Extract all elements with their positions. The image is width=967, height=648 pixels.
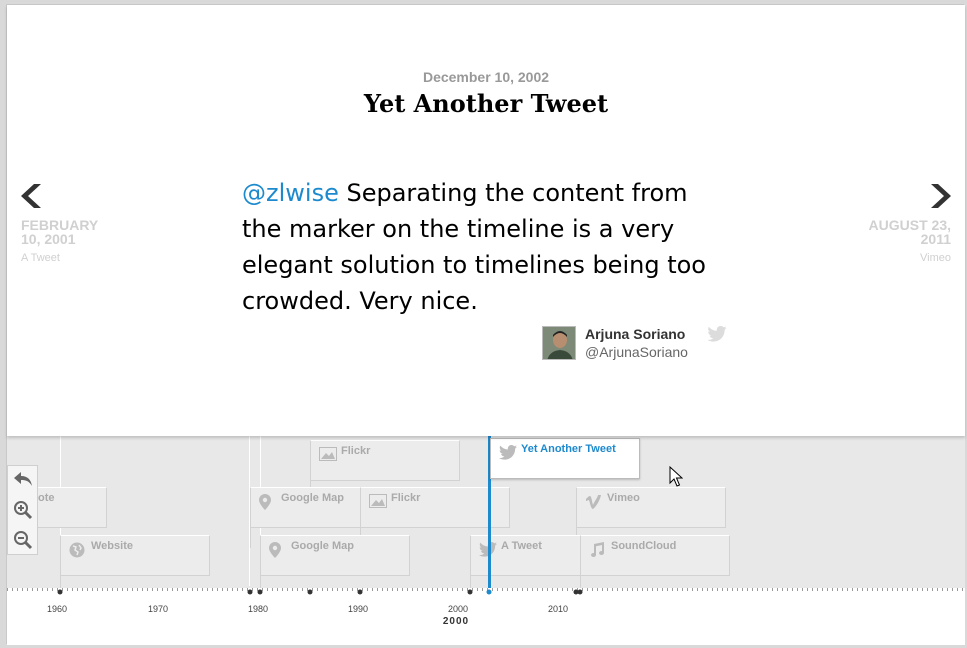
tweet-author[interactable]: Arjuna Soriano @ArjunaSoriano (542, 326, 732, 360)
nav-next[interactable]: AUGUST 23, 2011 Vimeo (851, 183, 951, 264)
nav-next-date[interactable]: AUGUST 23, 2011 (868, 217, 951, 247)
globe-icon (69, 542, 85, 563)
slide-panel: December 10, 2002 Yet Another Tweet @zlw… (7, 5, 965, 436)
mouse-cursor-icon (669, 465, 684, 493)
marker-soundcloud[interactable]: SoundCloud (580, 535, 730, 596)
nav-next-title[interactable]: Vimeo (920, 252, 951, 264)
slide-headline: Yet Another Tweet (363, 89, 609, 118)
back-to-start-icon[interactable] (13, 470, 33, 493)
marker-dots (57, 589, 583, 595)
axis-ticks (7, 588, 965, 594)
chevron-left-icon[interactable] (21, 183, 121, 214)
timeline-frame: December 10, 2002 Yet Another Tweet @zlw… (6, 4, 965, 645)
chevron-right-icon[interactable] (851, 183, 951, 214)
year-label: 1970 (147, 604, 169, 614)
zoom-controls (7, 465, 38, 555)
image-icon (369, 494, 387, 513)
current-position-line (488, 436, 491, 589)
year-label: 2010 (547, 604, 569, 614)
author-name: Arjuna Soriano (585, 326, 686, 342)
nav-previous-title[interactable]: A Tweet (21, 252, 60, 264)
marker-vimeo[interactable]: Vimeo (576, 487, 726, 548)
avatar[interactable] (542, 326, 576, 360)
tweet-text: Separating the content from the marker o… (242, 179, 706, 315)
slide-date: December 10, 2002 (422, 69, 550, 85)
map-pin-icon (269, 542, 281, 563)
author-handle[interactable]: @ArjunaSoriano (585, 344, 688, 360)
nav-previous[interactable]: FEBRUARY 10, 2001 A Tweet (21, 183, 121, 264)
zoom-out-icon[interactable] (13, 530, 33, 555)
vimeo-icon (585, 494, 603, 515)
year-label: 1990 (347, 604, 369, 614)
image-icon (319, 447, 337, 466)
tweet-body: @zlwise Separating the content from the … (242, 175, 732, 319)
marker-flickr-row2[interactable]: Flickr (360, 487, 510, 548)
map-pin-icon (259, 494, 271, 515)
marker-website[interactable]: Website (60, 535, 210, 596)
era-divider (249, 436, 250, 586)
marker-yet-another-tweet[interactable]: Yet Another Tweet (490, 438, 640, 479)
music-icon (589, 542, 605, 563)
year-label: 1960 (46, 604, 68, 614)
tweet-mention-link[interactable]: @zlwise (242, 179, 339, 207)
zoom-in-icon[interactable] (13, 500, 33, 525)
era-label: 2000 (442, 616, 470, 627)
twitter-icon (499, 445, 517, 465)
year-label: 1980 (247, 604, 269, 614)
twitter-icon (707, 326, 727, 347)
nav-previous-date[interactable]: FEBRUARY 10, 2001 (21, 217, 99, 247)
marker-flickr-top[interactable]: Flickr (310, 440, 460, 501)
year-label: 2000 (447, 604, 469, 614)
marker-google-map-row3[interactable]: Google Map (260, 535, 410, 596)
time-axis[interactable]: 1960 1970 1980 1990 2000 2010 2000 (7, 588, 965, 645)
timeline-navbar[interactable]: Flickr ote Google Map Flickr Vimeo (7, 436, 965, 645)
